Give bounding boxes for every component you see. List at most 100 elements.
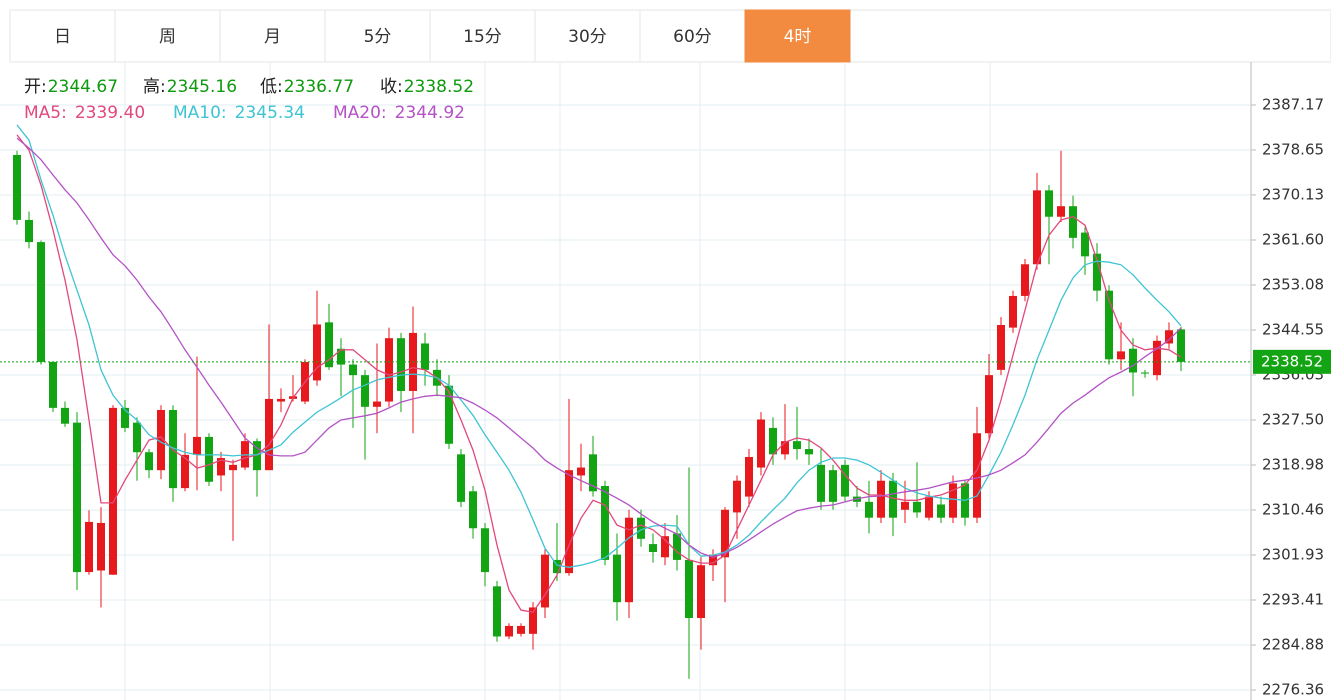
candle-body bbox=[553, 559, 561, 574]
candle-body bbox=[877, 480, 885, 518]
candle-body bbox=[481, 528, 489, 573]
candle-body bbox=[997, 324, 1005, 370]
legend-label: MA5: bbox=[24, 103, 67, 123]
candle-body bbox=[541, 554, 549, 608]
ohlc-label: 开: bbox=[24, 77, 47, 97]
ohlc-value: 2344.67 bbox=[48, 77, 118, 97]
candle-body bbox=[1081, 232, 1089, 257]
candle-body bbox=[829, 470, 837, 502]
candle-body bbox=[697, 565, 705, 619]
y-tick-label: 2344.55 bbox=[1262, 320, 1324, 338]
y-tick-label: 2378.65 bbox=[1262, 140, 1324, 158]
candle-body bbox=[1021, 264, 1029, 296]
candle-body bbox=[805, 449, 813, 455]
ohlc-label: 收: bbox=[380, 77, 403, 97]
y-tick-label: 2310.46 bbox=[1262, 500, 1324, 518]
candle-body bbox=[793, 441, 801, 450]
tab[interactable] bbox=[534, 9, 641, 63]
ohlc-value: 2338.52 bbox=[404, 77, 474, 97]
candle-body bbox=[361, 375, 369, 407]
candle-body bbox=[505, 625, 513, 637]
current-price-box bbox=[1253, 349, 1331, 374]
candle-body bbox=[169, 409, 177, 489]
candle-body bbox=[181, 454, 189, 489]
candle-body bbox=[1141, 372, 1149, 374]
candle-body bbox=[121, 407, 129, 428]
tab-bar: 日 周 月 5分 15分 30分 60分 4时 bbox=[9, 9, 1331, 63]
candle-body bbox=[949, 483, 957, 518]
candle-body bbox=[937, 504, 945, 518]
legend-label: MA20: bbox=[333, 103, 387, 123]
candle-body bbox=[265, 398, 273, 471]
candle-body bbox=[1009, 295, 1017, 328]
y-tick-label: 2327.50 bbox=[1262, 411, 1324, 429]
candle-body bbox=[1177, 329, 1185, 362]
legend-value: 2339.40 bbox=[75, 103, 145, 123]
ma-line bbox=[16, 124, 1182, 568]
tab[interactable] bbox=[744, 9, 851, 63]
candle-body bbox=[577, 467, 585, 476]
candle-body bbox=[925, 496, 933, 518]
candle-body bbox=[349, 364, 357, 376]
candle-body bbox=[817, 464, 825, 502]
candle-body bbox=[49, 361, 57, 408]
candle-body bbox=[25, 219, 33, 243]
legend-value: 2345.34 bbox=[235, 103, 305, 123]
candle-body bbox=[709, 554, 717, 566]
candle-body bbox=[457, 454, 465, 502]
tab-label: 60分 bbox=[673, 27, 712, 47]
candle-body bbox=[1069, 206, 1077, 238]
ma-line bbox=[16, 137, 1182, 558]
tab[interactable] bbox=[324, 9, 431, 63]
candle-body bbox=[229, 464, 237, 471]
candle-body bbox=[841, 464, 849, 497]
candle-body bbox=[565, 470, 573, 574]
tab[interactable] bbox=[114, 9, 221, 63]
candle-body bbox=[757, 419, 765, 468]
y-tick-label: 2353.08 bbox=[1262, 275, 1324, 293]
candle-body bbox=[1105, 290, 1113, 360]
y-tick-label: 2361.60 bbox=[1262, 230, 1324, 248]
candle-body bbox=[601, 486, 609, 560]
tab-label: 月 bbox=[264, 27, 281, 47]
tab-label: 30分 bbox=[568, 27, 607, 47]
candle-body bbox=[337, 348, 345, 365]
y-tick-label: 2276.36 bbox=[1262, 681, 1324, 699]
candle-body bbox=[13, 154, 21, 220]
y-tick-label: 2284.88 bbox=[1262, 636, 1324, 654]
candle-body bbox=[193, 436, 201, 455]
tab[interactable] bbox=[219, 9, 326, 63]
legend-value: 2344.92 bbox=[395, 103, 465, 123]
current-price-label: 2338.52 bbox=[1261, 352, 1323, 370]
candle-body bbox=[421, 343, 429, 370]
candle-body bbox=[109, 407, 117, 575]
y-tick-label: 2318.98 bbox=[1262, 456, 1324, 474]
candle-body bbox=[397, 338, 405, 391]
tab[interactable] bbox=[429, 9, 536, 63]
candle-body bbox=[625, 517, 633, 603]
legend-label: MA10: bbox=[173, 103, 227, 123]
candle-body bbox=[325, 322, 333, 368]
candle-body bbox=[373, 401, 381, 407]
candle-body bbox=[97, 522, 105, 571]
candle-body bbox=[769, 427, 777, 455]
ohlc-label: 低: bbox=[260, 77, 283, 97]
candle-body bbox=[313, 324, 321, 381]
candle-body bbox=[205, 436, 213, 482]
candle-body bbox=[1093, 253, 1101, 291]
candle-body bbox=[529, 607, 537, 634]
candle-body bbox=[445, 385, 453, 444]
candle-body bbox=[733, 480, 741, 513]
candle-body bbox=[745, 456, 753, 497]
candle-body bbox=[673, 533, 681, 560]
candle-body bbox=[1153, 340, 1161, 376]
candle-body bbox=[73, 422, 81, 573]
candle-body bbox=[385, 338, 393, 402]
ma-line bbox=[16, 134, 1182, 613]
candle-body bbox=[37, 242, 45, 362]
candle-body bbox=[613, 554, 621, 603]
tab-label: 日 bbox=[54, 27, 71, 47]
tab[interactable] bbox=[9, 9, 116, 63]
ohlc-label: 高: bbox=[143, 77, 166, 97]
